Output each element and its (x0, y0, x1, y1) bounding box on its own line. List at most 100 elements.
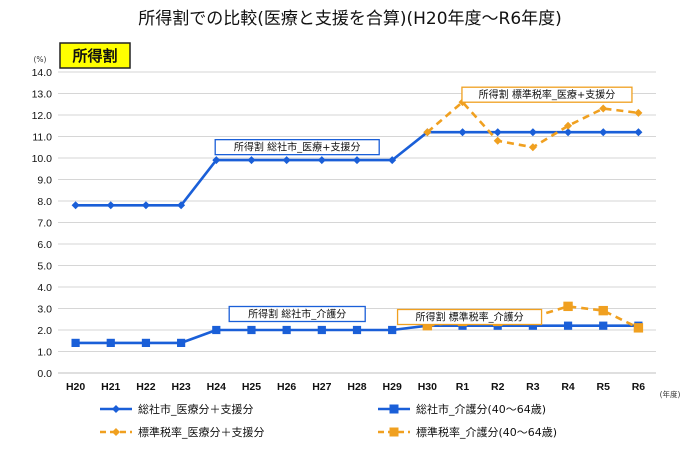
data-point (423, 128, 432, 137)
data-point (599, 104, 608, 113)
series-lines (71, 98, 644, 347)
y-tick-label: 13.0 (32, 89, 53, 101)
data-point (458, 128, 467, 137)
series-2 (423, 98, 643, 152)
x-tick-label: R5 (597, 381, 611, 393)
x-tick-label: H26 (277, 381, 296, 393)
y-tick-label: 5.0 (37, 261, 52, 273)
y-tick-label: 9.0 (37, 175, 52, 187)
data-point (111, 404, 121, 414)
x-tick-label: H24 (207, 381, 226, 393)
x-tick-labels: H20 H21 H22 H23 H24 H25 H26 H27 H28 H29 H30 R1 R2 R3 R… (66, 381, 645, 393)
legend-item-1: 総社市_介護分(40～64歳) (378, 402, 546, 416)
data-point (317, 156, 326, 165)
x-tick-label: R3 (526, 381, 540, 393)
data-point (71, 338, 80, 347)
data-point (141, 338, 151, 347)
data-point (141, 201, 150, 210)
data-point (389, 427, 399, 437)
data-point (111, 427, 121, 437)
legend-label: 総社市_医療分＋支援分 (138, 402, 254, 416)
y-tick-label: 1.0 (37, 347, 52, 359)
y-tick-label: 0.0 (37, 368, 52, 380)
data-point (177, 201, 186, 210)
legend-item-3: 標準税率_介護分(40～64歳) (378, 425, 557, 439)
y-tick-label: 7.0 (37, 218, 52, 230)
x-tick-label: H22 (136, 381, 155, 393)
y-tick-label: 10.0 (32, 153, 53, 165)
legend-label: 総社市_介護分(40～64歳) (416, 402, 546, 416)
data-point (282, 156, 291, 165)
y-tick-label: 11.0 (32, 132, 52, 144)
y-tick-label: 3.0 (37, 304, 52, 316)
x-tick-label: H21 (101, 381, 120, 393)
data-point (389, 404, 399, 414)
y-tick-label: 8.0 (37, 196, 52, 208)
legend: 総社市_医療分＋支援分 総社市_介護分(40～64歳) 標準税率_医療分＋支援分 標準… (100, 402, 557, 439)
data-point (564, 121, 573, 130)
x-tick-label: H28 (347, 381, 366, 393)
data-point (352, 156, 362, 165)
y-tick-label: 14.0 (32, 67, 53, 79)
legend-item-0: 総社市_医療分＋支援分 (100, 402, 254, 416)
page-title: 所得割での比較(医療と支援を合算)(H20年度～R6年度) (138, 9, 562, 29)
annotation-label: 所得割 標準税率_介護分 (415, 311, 523, 324)
x-tick-label: R4 (561, 381, 575, 393)
y-tick-label: 12.0 (32, 110, 53, 122)
data-point (212, 325, 221, 335)
y-unit-label: (%) (34, 55, 47, 64)
data-point (177, 338, 186, 347)
data-point (212, 156, 221, 165)
badge-box (59, 42, 131, 69)
data-point (564, 128, 573, 137)
annotation-box (461, 86, 633, 103)
data-point (493, 128, 502, 137)
annotation-2: 所得割 総社市_介護分 (228, 305, 366, 323)
data-point (317, 325, 326, 335)
annotation-label: 所得割 総社市_介護分 (248, 308, 346, 321)
data-point (633, 323, 644, 333)
data-point (352, 325, 362, 335)
legend-item-2: 標準税率_医療分＋支援分 (100, 425, 265, 439)
x-tick-label: H25 (242, 381, 261, 393)
y-tick-label: 2.0 (37, 325, 52, 337)
data-point (528, 128, 537, 137)
annotation-0: 所得割 総社市_医療+支援分 (214, 138, 380, 156)
data-point (528, 143, 537, 152)
annotation-label: 所得割 総社市_医療+支援分 (234, 141, 361, 154)
series-1 (71, 321, 643, 347)
data-point (106, 201, 115, 210)
y-tick-labels: 0.0 1.0 2.0 3.0 4.0 5.0 6.0 7.0 8.0 9.0 10.0 11.0 12… (32, 67, 53, 380)
annotation-3: 所得割 標準税率_介護分 (396, 308, 543, 326)
x-tick-label: H20 (66, 381, 85, 393)
data-point (388, 325, 397, 335)
data-point (493, 136, 502, 145)
data-point (599, 321, 608, 330)
data-point (282, 325, 291, 335)
data-point (106, 338, 115, 347)
data-point (634, 108, 643, 117)
data-point (599, 128, 608, 137)
x-tick-label: H30 (418, 381, 437, 393)
x-tick-label: H23 (171, 381, 190, 393)
x-unit-label: (年度) (660, 389, 681, 399)
data-point (563, 321, 573, 330)
x-tick-label: R2 (491, 381, 505, 393)
data-point (71, 201, 80, 210)
x-tick-label: R6 (632, 381, 646, 393)
data-point (247, 156, 256, 165)
annotation-label: 所得割 標準税率_医療+支援分 (479, 88, 616, 101)
data-point (563, 301, 573, 312)
legend-label: 標準税率_介護分(40～64歳) (416, 425, 557, 439)
badge-label: 所得割 (72, 47, 117, 65)
x-tick-label: H27 (312, 381, 331, 393)
data-point (598, 305, 608, 316)
data-point (247, 325, 256, 335)
annotation-box (228, 305, 366, 323)
annotation-1: 所得割 標準税率_医療+支援分 (461, 86, 633, 103)
x-tick-label: R1 (456, 381, 470, 393)
data-point (388, 156, 397, 165)
legend-label: 標準税率_医療分＋支援分 (138, 425, 265, 439)
